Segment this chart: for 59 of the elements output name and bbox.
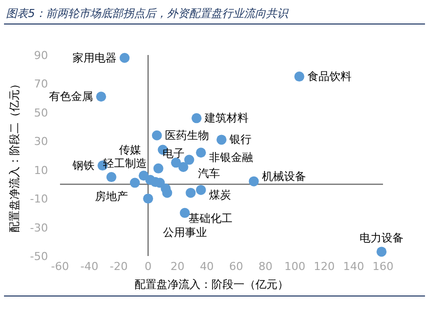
annotation: 电力设备 (360, 232, 404, 245)
y-tick-label: 90 (34, 49, 48, 62)
y-tick-label: -30 (30, 221, 48, 234)
point (216, 134, 226, 145)
x-tick-label: -40 (80, 260, 98, 273)
x-tick-label: 20 (170, 260, 184, 273)
point (248, 176, 259, 186)
x-tick-label: -60 (51, 260, 69, 273)
x-axis-title: 配置盘净流入：阶段一（亿元） (134, 278, 288, 291)
annotation: 机械设备 (262, 170, 306, 183)
y-axis-title: 配置盘净流入：阶段二（亿元） (8, 78, 21, 232)
point (143, 194, 154, 204)
x-tick-label: 100 (284, 260, 306, 273)
annotation: 银行 (228, 133, 252, 146)
x-tick-label: 0 (144, 260, 152, 273)
annotation: 煤炭 (208, 188, 231, 202)
x-tick-label: 160 (372, 260, 394, 273)
point (152, 130, 162, 140)
point (153, 163, 164, 174)
point (196, 148, 206, 158)
point (184, 154, 194, 165)
annotation: 食品饮料 (307, 70, 352, 84)
point (178, 162, 188, 172)
y-tick-label: -10 (30, 192, 48, 206)
point (162, 188, 172, 198)
annotation: 家用电器 (72, 51, 117, 64)
y-tick-label: 30 (34, 135, 48, 148)
point (186, 188, 196, 198)
x-tick-label: 140 (343, 260, 364, 273)
annotation: 传媒 (118, 143, 141, 156)
y-tick-label: 10 (34, 164, 48, 177)
annotation: 钢铁 (72, 159, 95, 172)
annotation: 非银金融 (208, 151, 253, 164)
annotation: 房地产 (94, 190, 128, 204)
point (120, 52, 130, 63)
x-tick-label: 40 (200, 260, 214, 273)
point (106, 172, 116, 182)
annotation: 汽车 (198, 166, 220, 180)
chart-title: 图表5：前两轮市场底部拐点后，外资配置盘行业流向共识 (6, 7, 289, 20)
annotation: 公用事业 (162, 226, 207, 239)
annotation: 医药生物 (164, 128, 209, 142)
x-tick-label: 80 (258, 260, 273, 273)
point (376, 246, 387, 257)
point (192, 113, 202, 124)
point (180, 208, 190, 218)
y-tick-label: 50 (34, 106, 48, 120)
x-tick-label: 60 (229, 260, 244, 273)
annotation: 基础化工 (188, 212, 233, 225)
y-tick-label: -50 (30, 250, 48, 263)
point (96, 92, 106, 102)
point (196, 184, 206, 195)
x-tick-label: 120 (314, 260, 335, 273)
point (294, 72, 304, 82)
annotation: 电子 (162, 146, 184, 160)
annotation: 建筑材料 (204, 112, 249, 125)
annotation: 有色金属 (49, 90, 94, 104)
y-tick-label: 70 (34, 78, 48, 91)
x-tick-label: -20 (110, 260, 128, 273)
point (130, 178, 140, 188)
